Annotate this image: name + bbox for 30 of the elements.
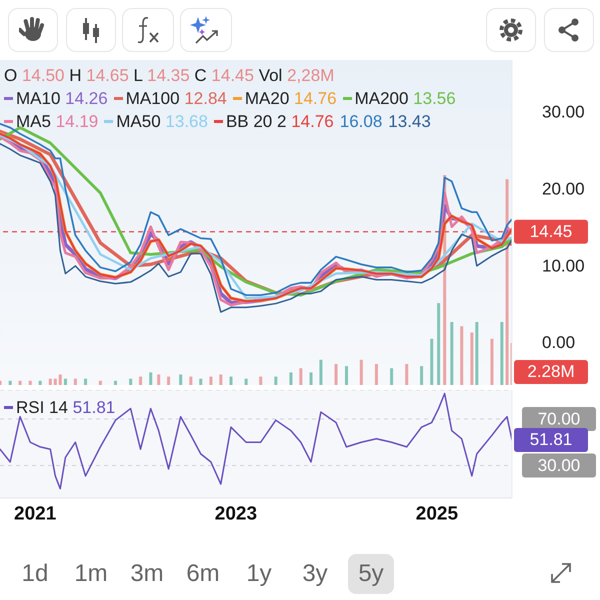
y-tick-label: 20.00 bbox=[542, 180, 585, 199]
text: 2.28M bbox=[514, 360, 588, 384]
text: 3m bbox=[129, 559, 165, 589]
text: 5y bbox=[348, 554, 394, 594]
y-tick-label: 70.00 bbox=[538, 410, 580, 429]
legend-label: MA10 14.26 bbox=[16, 88, 108, 110]
y-tick-label: 10.00 bbox=[542, 256, 585, 276]
ref-line-label: 14.45 bbox=[530, 222, 572, 242]
text: 3y bbox=[301, 559, 329, 589]
text: 1m bbox=[73, 559, 109, 589]
legend-label: BB 20 2 14.76 bbox=[226, 111, 334, 133]
text: 1d bbox=[20, 559, 50, 589]
legend-label: RSI 14 51.81 bbox=[16, 397, 116, 419]
text: 6m bbox=[185, 559, 221, 589]
legend-label: MA20 14.76 bbox=[244, 88, 337, 110]
legend-label: MA100 12.84 bbox=[126, 88, 227, 110]
text: 16.08 bbox=[340, 111, 382, 133]
text: 13.43 bbox=[388, 111, 431, 133]
y-tick-label: 30.00 bbox=[542, 102, 585, 122]
text: O 14.50 H 14.65 L 14.35 C 14.45 Vol 2,28M bbox=[4, 66, 334, 85]
text: 1y bbox=[245, 559, 273, 589]
x-tick-label: 2025 bbox=[416, 503, 458, 524]
legend-label: MA5 14.19 bbox=[16, 111, 98, 133]
y-tick-label: 30.00 bbox=[538, 456, 580, 475]
legend-label: MA50 13.68 bbox=[116, 111, 208, 133]
x-tick-label: 2021 bbox=[14, 503, 57, 524]
y-tick-label: 0.00 bbox=[542, 333, 576, 352]
x-tick-label: 2023 bbox=[214, 503, 258, 524]
legend-label: MA200 13.56 bbox=[354, 88, 456, 110]
annotation: 51.81 bbox=[514, 428, 588, 452]
